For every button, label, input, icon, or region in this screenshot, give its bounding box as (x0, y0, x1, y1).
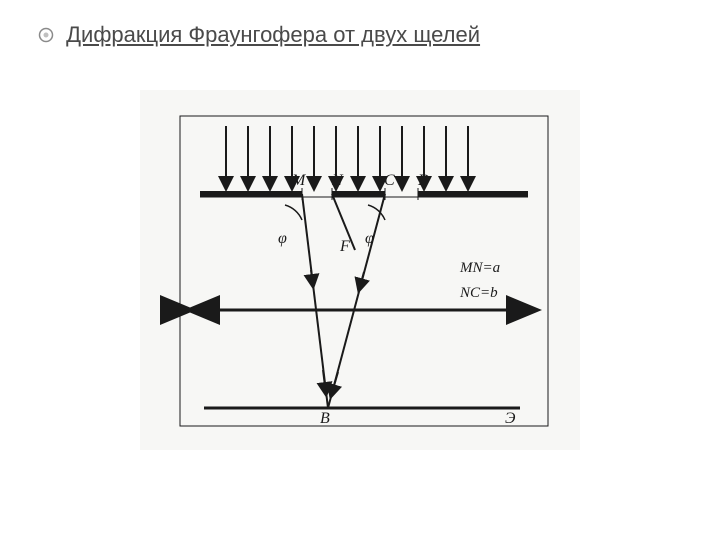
label-N: N (332, 172, 343, 190)
label-E: Э (505, 410, 515, 428)
label-B: B (320, 410, 330, 428)
label-phi1: φ (278, 230, 287, 248)
label-eq2: NC=b (460, 285, 498, 302)
label-M: M (292, 172, 305, 190)
label-eq1: MN=a (460, 260, 500, 277)
label-phi2: φ (365, 230, 374, 248)
diffraction-diagram: M N C D F φ φ B Э MN=a NC=b (140, 90, 580, 450)
page-title: Дифракция Фраунгофера от двух щелей (66, 22, 480, 47)
label-D: D (418, 172, 430, 190)
bullet-icon (38, 23, 54, 49)
label-F: F (340, 238, 350, 256)
label-C: C (384, 172, 395, 190)
title-row: Дифракция Фраунгофера от двух щелей (38, 22, 480, 49)
